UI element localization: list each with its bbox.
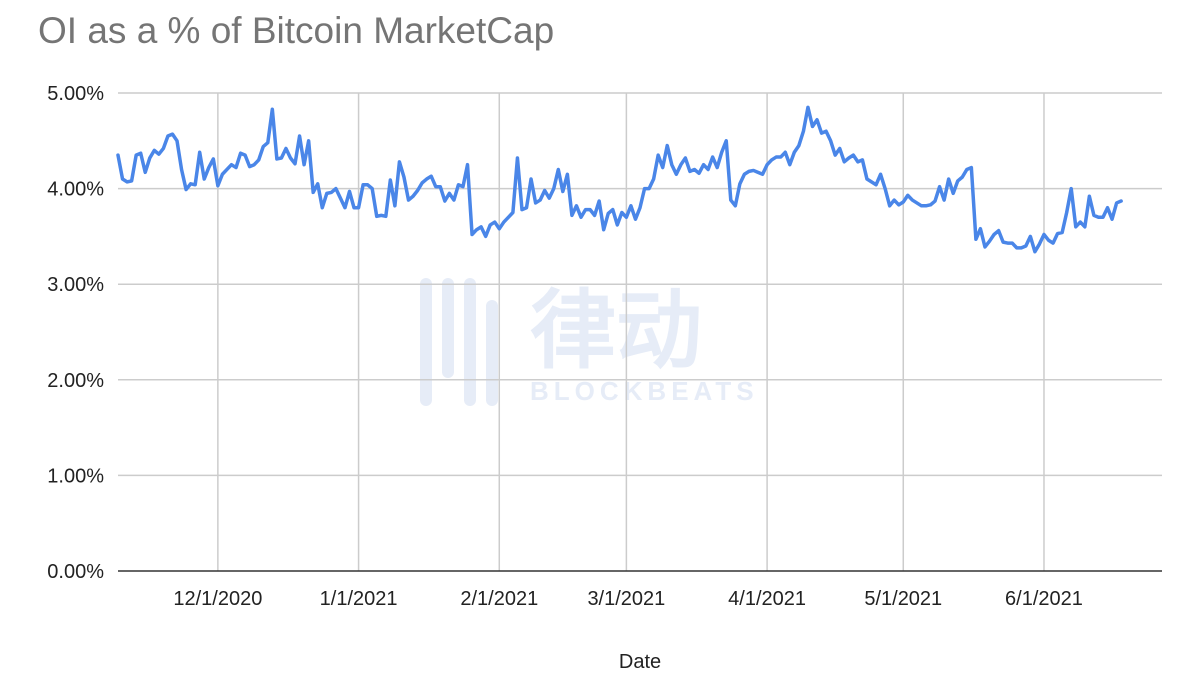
x-tick-label: 6/1/2021 [1005, 588, 1083, 610]
y-tick-label: 4.00% [47, 179, 104, 201]
x-tick-label: 12/1/2020 [173, 588, 262, 610]
x-tick-label: 3/1/2021 [587, 588, 665, 610]
x-tick-label: 1/1/2021 [320, 588, 398, 610]
x-tick-label: 2/1/2021 [460, 588, 538, 610]
y-tick-label: 1.00% [47, 465, 104, 487]
x-axis-tick-labels: 12/1/2020 1/1/2021 2/1/2021 3/1/2021 4/1/202… [173, 588, 1083, 610]
blockbeats-logo-icon [420, 278, 498, 406]
series-layer [116, 105, 1123, 254]
chart-title: OI as a % of Bitcoin MarketCap [38, 10, 555, 51]
x-tick-label: 5/1/2021 [864, 588, 942, 610]
y-axis-tick-labels: 0.00% 1.00% 2.00% 3.00% 4.00% 5.00% [47, 83, 104, 583]
y-tick-label: 3.00% [47, 274, 104, 296]
gridlines [118, 92, 1162, 571]
series-line-0 [116, 105, 1123, 254]
watermark-text-en: BLOCKBEATS [530, 376, 759, 406]
watermark-text-cn: 律动 [530, 283, 702, 379]
x-tick-label: 4/1/2021 [728, 588, 806, 610]
x-axis-title: Date [619, 651, 661, 673]
y-tick-label: 2.00% [47, 370, 104, 392]
y-tick-label: 5.00% [47, 83, 104, 105]
watermark: 律动 BLOCKBEATS [420, 278, 759, 406]
y-tick-label: 0.00% [47, 561, 104, 583]
